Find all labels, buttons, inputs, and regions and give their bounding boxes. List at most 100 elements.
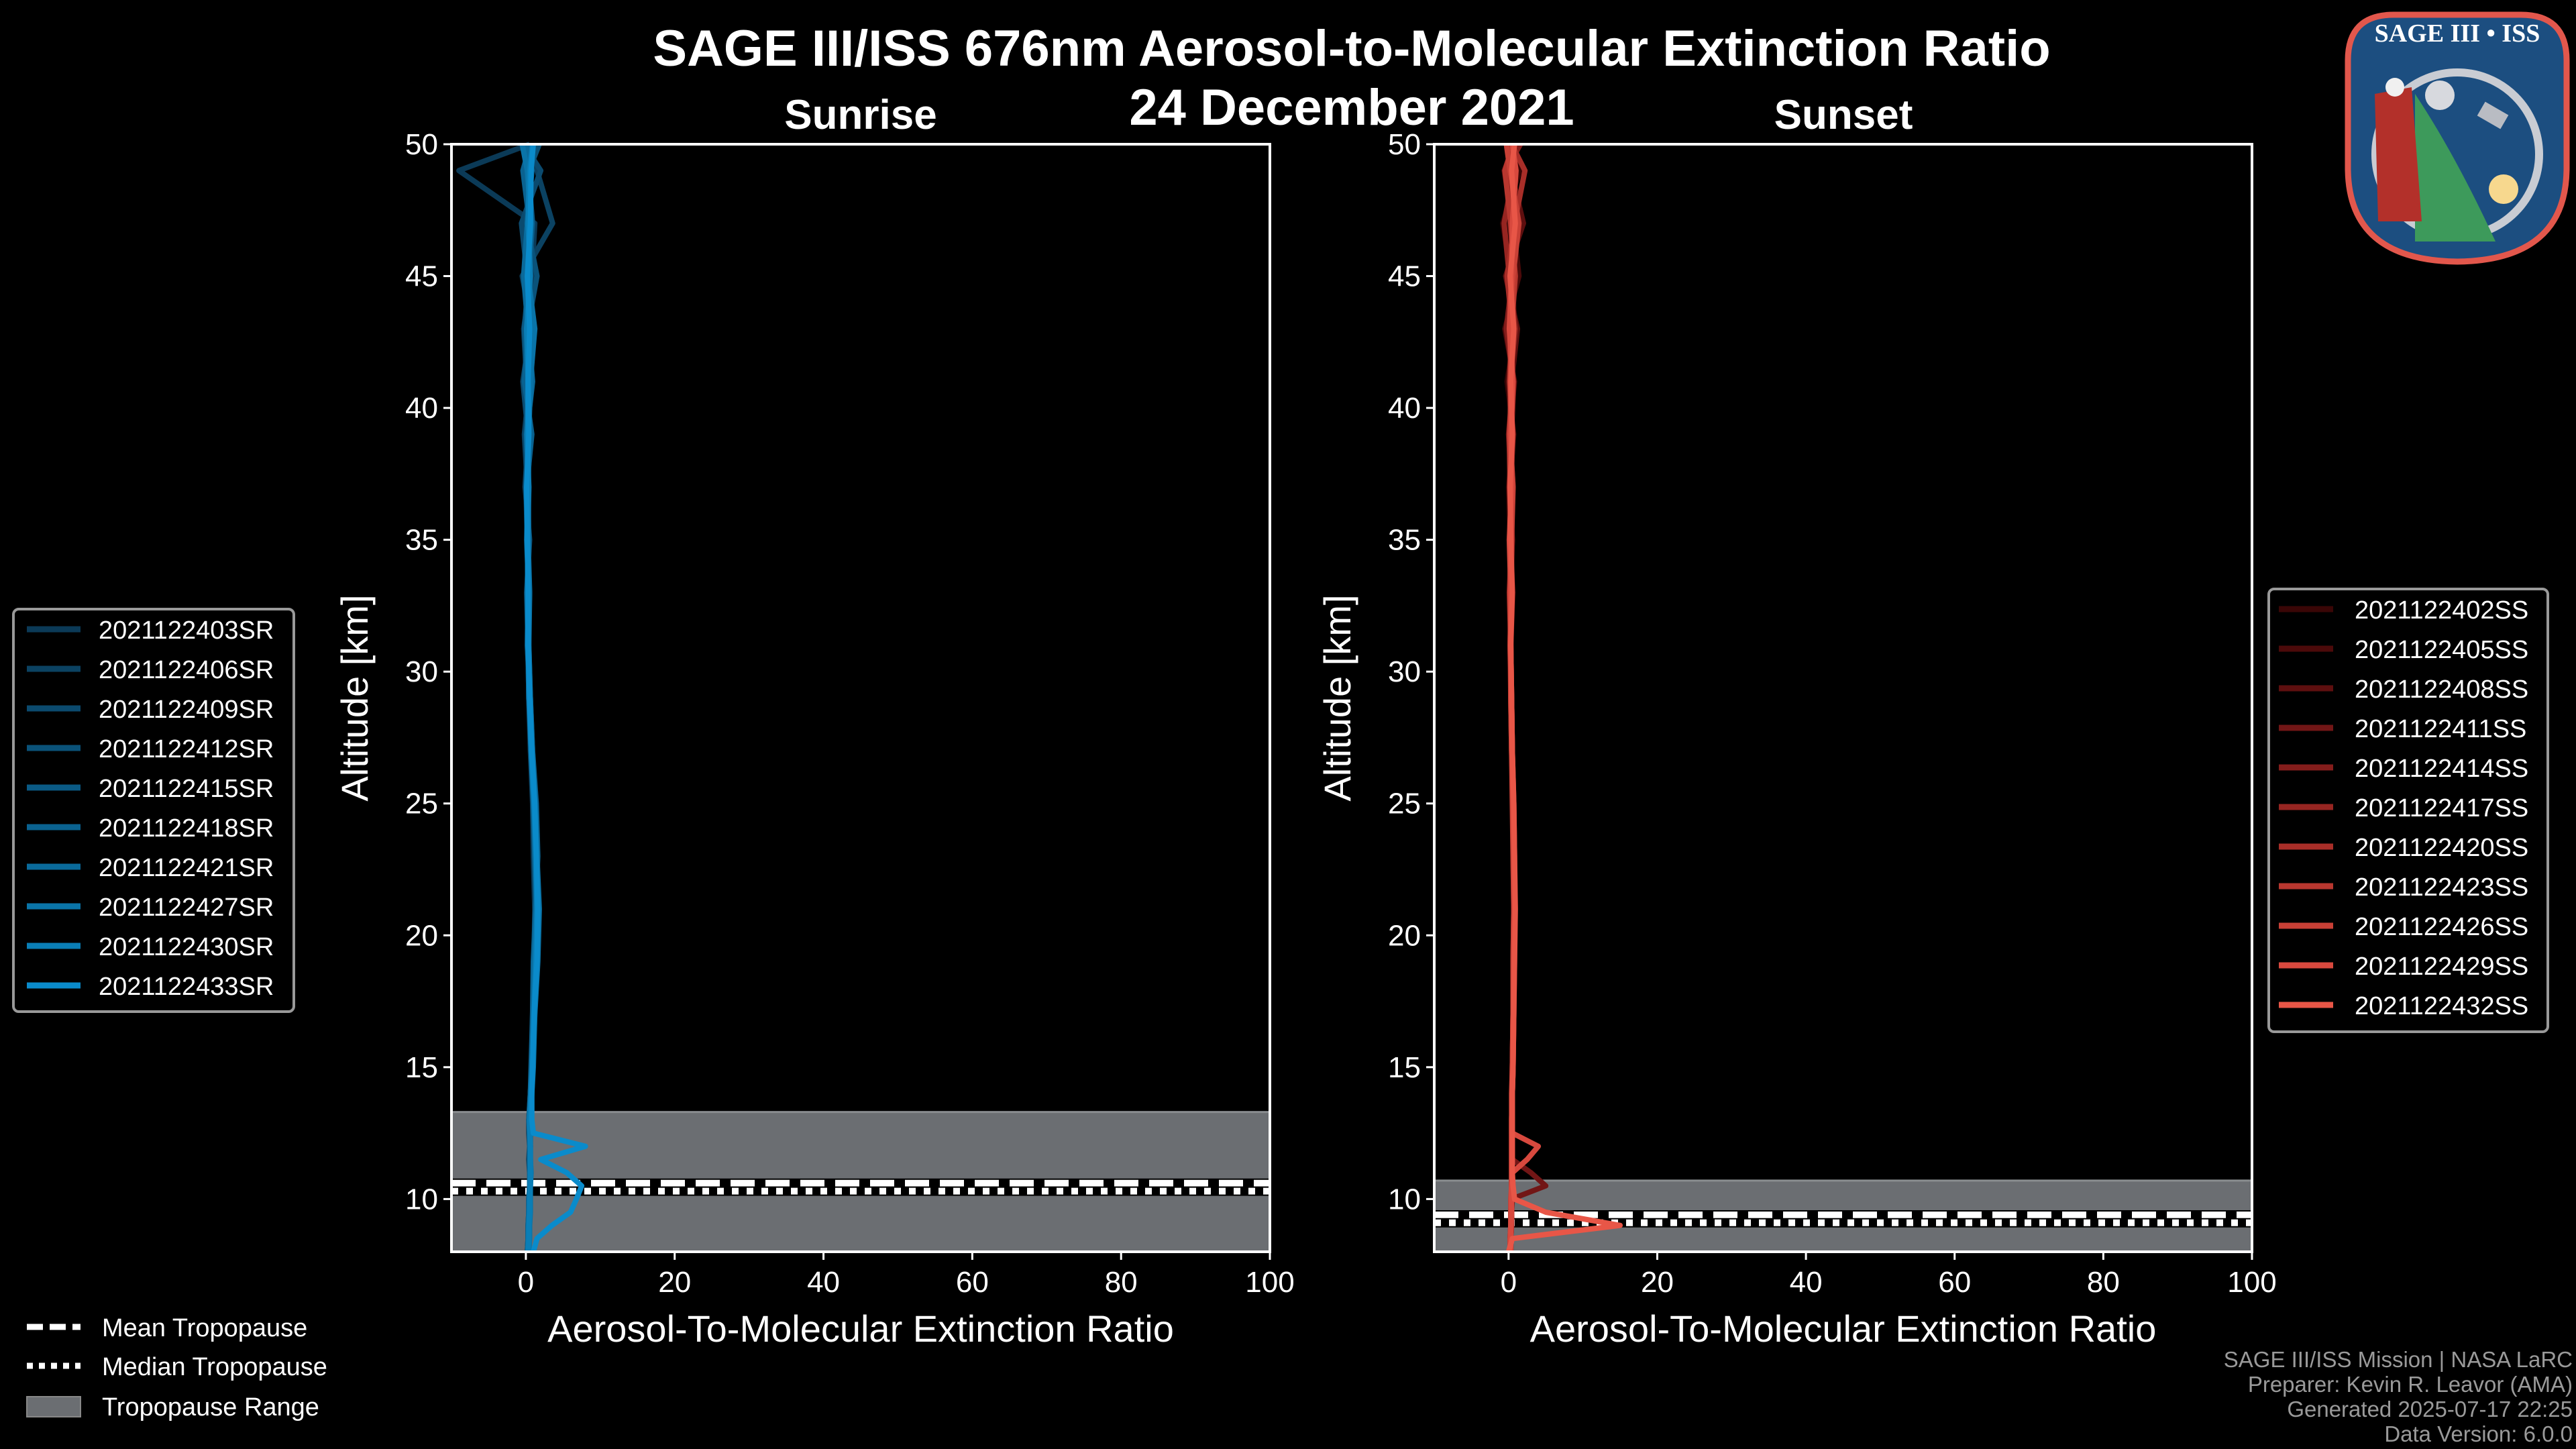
- x-tick-label: 60: [956, 1266, 989, 1299]
- legend-entry: 2021122432SS: [2279, 992, 2528, 1020]
- footer-version: Data Version: 6.0.0: [2384, 1421, 2573, 1446]
- legend-entry: 2021122430SR: [27, 933, 274, 961]
- x-tick-label: 100: [2227, 1266, 2276, 1299]
- legend-label: 2021122429SS: [2355, 953, 2528, 981]
- legend-entry: 2021122409SR: [27, 696, 274, 724]
- legend-label: 2021122432SS: [2355, 992, 2528, 1020]
- legend-entry: 2021122412SR: [27, 735, 274, 763]
- legend-entry: 2021122405SS: [2279, 636, 2528, 664]
- y-axis-label: Altitude [km]: [333, 594, 376, 801]
- legend-entry: 2021122406SR: [27, 656, 274, 684]
- legend-entry: 2021122421SR: [27, 854, 274, 882]
- y-axis-label: Altitude [km]: [1316, 594, 1358, 801]
- y-tick-label: 20: [405, 919, 438, 952]
- x-tick-label: 20: [658, 1266, 691, 1299]
- x-tick-label: 0: [1501, 1266, 1517, 1299]
- y-tick-label: 35: [1388, 524, 1421, 557]
- legend-entry: 2021122414SS: [2279, 755, 2528, 783]
- legend-label: 2021122412SR: [99, 735, 274, 763]
- x-tick-label: 20: [1641, 1266, 1674, 1299]
- legend-entry: 2021122420SS: [2279, 834, 2528, 862]
- y-tick-label: 50: [1388, 128, 1421, 161]
- y-tick-label: 45: [1388, 260, 1421, 293]
- y-tick-label: 40: [405, 392, 438, 425]
- y-tick-label: 25: [405, 788, 438, 820]
- legend-label: 2021122405SS: [2355, 636, 2528, 664]
- logo-text: SAGE III • ISS: [2375, 19, 2540, 48]
- y-tick-label: 35: [405, 524, 438, 557]
- sunrise-chart: 10 15 20 25 30 35 40 45 50 0 20 40 60 80 100 Aerosol-To…: [333, 128, 1295, 1350]
- y-tick-label: 15: [405, 1051, 438, 1084]
- y-tick-label: 10: [1388, 1183, 1421, 1216]
- median-tropopause-label: Median Tropopause: [102, 1353, 327, 1381]
- legend-label: 2021122423SS: [2355, 873, 2528, 902]
- legend-label: 2021122433SR: [99, 973, 274, 1001]
- sunrise-panel-title: Sunrise: [784, 92, 936, 138]
- legend-label: 2021122406SR: [99, 656, 274, 684]
- legend-label: 2021122430SR: [99, 933, 274, 961]
- sunset-legend: 2021122402SS 2021122405SS 2021122408SS 2021…: [2267, 588, 2549, 1033]
- x-tick-label: 40: [1790, 1266, 1823, 1299]
- legend-label: 2021122420SS: [2355, 834, 2528, 862]
- legend-label: 2021122418SR: [99, 814, 274, 843]
- x-tick-label: 100: [1245, 1266, 1294, 1299]
- legend-entry: 2021122418SR: [27, 814, 274, 843]
- median-tropopause-entry: Median Tropopause: [27, 1353, 327, 1381]
- legend-label: 2021122421SR: [99, 854, 274, 882]
- footer-generated: Generated 2025-07-17 22:25: [2287, 1397, 2573, 1421]
- legend-entry: 2021122408SS: [2279, 676, 2528, 704]
- y-tick-label: 45: [405, 260, 438, 293]
- series-line-2021122433SR: [524, 144, 588, 1253]
- x-axis-label: Aerosol-To-Molecular Extinction Ratio: [1530, 1307, 2157, 1350]
- sunset-panel-title: Sunset: [1774, 92, 1913, 138]
- legend-label: 2021122414SS: [2355, 755, 2528, 783]
- y-tick-label: 30: [1388, 655, 1421, 688]
- axes-frame: [450, 143, 1271, 1253]
- footer-credits: SAGE III/ISS Mission | NASA LaRC Prepare…: [2224, 1347, 2573, 1446]
- mean-tropopause-label: Mean Tropopause: [102, 1314, 307, 1342]
- footer-preparer: Preparer: Kevin R. Leavor (AMA): [2248, 1372, 2573, 1397]
- legend-label: 2021122417SS: [2355, 794, 2528, 822]
- tropopause-legend: Mean Tropopause Median Tropopause Tropop…: [26, 1314, 327, 1421]
- plot-area: [451, 144, 1270, 1252]
- figure-date: 24 December 2021: [1129, 79, 1574, 136]
- legend-label: 2021122411SS: [2355, 715, 2526, 743]
- legend-entry: 2021122417SS: [2279, 794, 2528, 822]
- y-tick-label: 25: [1388, 788, 1421, 820]
- x-tick-label: 80: [1105, 1266, 1138, 1299]
- y-tick-label: 30: [405, 655, 438, 688]
- mean-tropopause-entry: Mean Tropopause: [27, 1314, 307, 1342]
- legend-entry: 2021122403SR: [27, 616, 274, 645]
- y-tick-label: 10: [405, 1183, 438, 1216]
- legend-label: 2021122403SR: [99, 616, 274, 645]
- plot-area: [1434, 144, 2252, 1252]
- legend-entry: 2021122423SS: [2279, 873, 2528, 902]
- legend-entry: 2021122426SS: [2279, 913, 2528, 941]
- x-tick-label: 0: [518, 1266, 534, 1299]
- sunrise-legend: 2021122403SR 2021122406SR 2021122409SR 2021…: [12, 608, 295, 1013]
- legend-label: 2021122426SS: [2355, 913, 2528, 941]
- y-tick-label: 20: [1388, 919, 1421, 952]
- figure-title: SAGE III/ISS 676nm Aerosol-to-Molecular …: [653, 20, 2050, 77]
- legend-label: 2021122427SR: [99, 894, 274, 922]
- x-tick-label: 60: [1938, 1266, 1971, 1299]
- legend-entry: 2021122433SR: [27, 973, 274, 1001]
- x-axis-label: Aerosol-To-Molecular Extinction Ratio: [547, 1307, 1174, 1350]
- legend-label: 2021122415SR: [99, 775, 274, 803]
- tropopause-range-label: Tropopause Range: [102, 1393, 319, 1421]
- legend-label: 2021122402SS: [2355, 596, 2528, 625]
- legend-label: 2021122408SS: [2355, 676, 2528, 704]
- legend-entry: 2021122402SS: [2279, 596, 2528, 625]
- sage-iii-iss-logo: SAGE III • ISS: [2345, 11, 2570, 265]
- legend-label: 2021122409SR: [99, 696, 274, 724]
- y-tick-label: 40: [1388, 392, 1421, 425]
- legend-entry: 2021122427SR: [27, 894, 274, 922]
- tropopause-range-entry: Tropopause Range: [26, 1393, 319, 1421]
- y-tick-label: 50: [405, 128, 438, 161]
- footer-mission: SAGE III/ISS Mission | NASA LaRC: [2224, 1347, 2573, 1372]
- sunset-chart: 10 15 20 25 30 35 40 45 50 0 20 40 60 80 100 Aerosol-To…: [1316, 128, 2277, 1350]
- y-tick-label: 15: [1388, 1051, 1421, 1084]
- axes-frame: [1433, 143, 2253, 1253]
- series-line-2021122432SS: [1505, 144, 1623, 1253]
